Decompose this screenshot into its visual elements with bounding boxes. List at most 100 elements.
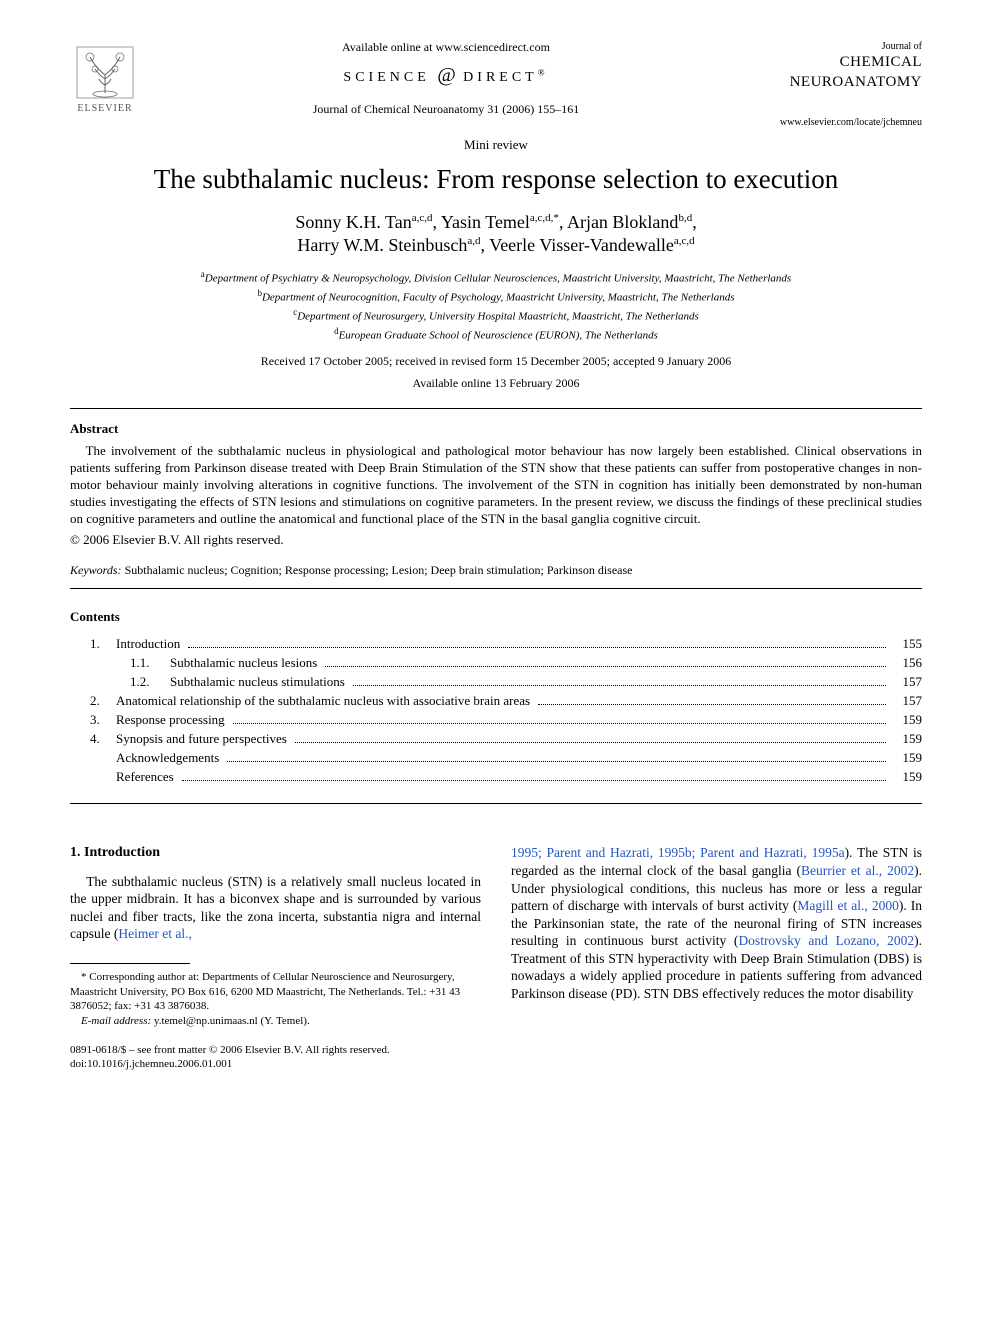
- toc-label: References: [116, 769, 178, 786]
- toc-number: 1.1.: [130, 655, 170, 672]
- toc-number: 4.: [90, 731, 116, 748]
- keywords-label: Keywords:: [70, 563, 122, 577]
- toc-page: 155: [890, 636, 922, 653]
- toc-row[interactable]: References 159: [90, 769, 922, 786]
- toc-leader-dots: [538, 704, 886, 705]
- article-title: The subthalamic nucleus: From response s…: [70, 162, 922, 197]
- locate-url: www.elsevier.com/locate/jchemneu: [752, 116, 922, 129]
- author-5: , Veerle Visser-Vandewalle: [481, 235, 674, 255]
- toc-number: 3.: [90, 712, 116, 729]
- abstract-body: The involvement of the subthalamic nucle…: [70, 443, 922, 527]
- toc-row[interactable]: 1.1.Subthalamic nucleus lesions 156: [90, 655, 922, 672]
- toc-page: 159: [890, 712, 922, 729]
- toc-label: Acknowledgements: [116, 750, 223, 767]
- affil-a: Department of Psychiatry & Neuropsycholo…: [205, 272, 791, 284]
- citation-link[interactable]: 1995; Parent and Hazrati, 1995b; Parent …: [511, 845, 845, 860]
- affiliations: aDepartment of Psychiatry & Neuropsychol…: [70, 268, 922, 345]
- toc-page: 159: [890, 769, 922, 786]
- toc-page: 159: [890, 750, 922, 767]
- intro-paragraph: The subthalamic nucleus (STN) is a relat…: [70, 873, 481, 943]
- citation-link[interactable]: Beurrier et al., 2002: [801, 863, 914, 878]
- divider: [70, 803, 922, 804]
- toc-page: 159: [890, 731, 922, 748]
- at-symbol-icon: @: [437, 64, 455, 86]
- journal-citation-line: Journal of Chemical Neuroanatomy 31 (200…: [140, 102, 752, 118]
- sciencedirect-logo: SCIENCE @ DIRECT®: [140, 62, 752, 88]
- toc-row[interactable]: 1.Introduction 155: [90, 636, 922, 653]
- toc-label: Subthalamic nucleus stimulations: [170, 674, 349, 691]
- footnote-divider: [70, 963, 190, 964]
- available-online-date: Available online 13 February 2006: [70, 376, 922, 392]
- contents-heading: Contents: [70, 609, 922, 626]
- toc-number: 1.: [90, 636, 116, 653]
- section-1-heading: 1. Introduction: [70, 844, 481, 862]
- toc-row[interactable]: 2.Anatomical relationship of the subthal…: [90, 693, 922, 710]
- corresponding-author-footnote: * Corresponding author at: Departments o…: [70, 970, 481, 1029]
- email-line: E-mail address: y.temel@np.unimaas.nl (Y…: [70, 1014, 481, 1029]
- copyright-line: © 2006 Elsevier B.V. All rights reserved…: [70, 532, 922, 549]
- keywords-text: Subthalamic nucleus; Cognition; Response…: [122, 563, 633, 577]
- right-column: 1995; Parent and Hazrati, 1995b; Parent …: [511, 844, 922, 1071]
- available-online-text: Available online at www.sciencedirect.co…: [140, 40, 752, 56]
- corr-author-text: * Corresponding author at: Departments o…: [70, 970, 481, 1015]
- article-dates: Received 17 October 2005; received in re…: [70, 354, 922, 370]
- publisher-name: ELSEVIER: [77, 102, 132, 115]
- toc-leader-dots: [188, 647, 886, 648]
- divider: [70, 408, 922, 409]
- journal-of-label: Journal of: [752, 40, 922, 53]
- authors-block: Sonny K.H. Tana,c,d, Yasin Temela,c,d,*,…: [70, 211, 922, 258]
- abstract-text: The involvement of the subthalamic nucle…: [70, 443, 922, 527]
- toc-leader-dots: [227, 761, 886, 762]
- toc-page: 156: [890, 655, 922, 672]
- citation-link[interactable]: Magill et al., 2000: [797, 898, 898, 913]
- toc-leader-dots: [182, 780, 886, 781]
- article-type: Mini review: [70, 137, 922, 154]
- keywords-block: Keywords: Subthalamic nucleus; Cognition…: [70, 563, 922, 579]
- author-3: , Arjan Blokland: [559, 212, 679, 232]
- toc-label: Subthalamic nucleus lesions: [170, 655, 321, 672]
- citation-link[interactable]: Dostrovsky and Lozano, 2002: [738, 933, 914, 948]
- page-header: ELSEVIER Available online at www.science…: [70, 40, 922, 129]
- email-label: E-mail address:: [81, 1015, 151, 1027]
- toc-row[interactable]: Acknowledgements 159: [90, 750, 922, 767]
- sd-left: SCIENCE: [343, 70, 429, 85]
- toc-row[interactable]: 1.2.Subthalamic nucleus stimulations 157: [90, 674, 922, 691]
- citation-link[interactable]: Heimer et al.,: [118, 926, 191, 941]
- article-body: 1. Introduction The subthalamic nucleus …: [70, 844, 922, 1071]
- toc-row[interactable]: 3.Response processing 159: [90, 712, 922, 729]
- issn-line: 0891-0618/$ – see front matter © 2006 El…: [70, 1043, 481, 1057]
- toc-page: 157: [890, 674, 922, 691]
- left-column: 1. Introduction The subthalamic nucleus …: [70, 844, 481, 1071]
- toc-label: Anatomical relationship of the subthalam…: [116, 693, 534, 710]
- toc-row[interactable]: 4.Synopsis and future perspectives 159: [90, 731, 922, 748]
- toc-number: 1.2.: [130, 674, 170, 691]
- center-header: Available online at www.sciencedirect.co…: [140, 40, 752, 117]
- divider: [70, 588, 922, 589]
- toc-leader-dots: [233, 723, 886, 724]
- table-of-contents: 1.Introduction 155 1.1.Subthalamic nucleus…: [70, 636, 922, 785]
- elsevier-logo: ELSEVIER: [70, 40, 140, 115]
- journal-brand: Journal of CHEMICAL NEUROANATOMY www.els…: [752, 40, 922, 129]
- elsevier-tree-icon: [75, 45, 135, 100]
- toc-label: Introduction: [116, 636, 184, 653]
- affil-c: Department of Neurosurgery, University H…: [297, 311, 699, 323]
- abstract-heading: Abstract: [70, 421, 922, 438]
- journal-title-1: CHEMICAL: [752, 53, 922, 73]
- journal-title-2: NEUROANATOMY: [752, 73, 922, 93]
- affil-d: European Graduate School of Neuroscience…: [339, 330, 658, 342]
- doi-line: doi:10.1016/j.jchemneu.2006.01.001: [70, 1057, 481, 1071]
- footer-metadata: 0891-0618/$ – see front matter © 2006 El…: [70, 1043, 481, 1072]
- author-2: , Yasin Temel: [433, 212, 530, 232]
- toc-label: Response processing: [116, 712, 229, 729]
- toc-leader-dots: [325, 666, 886, 667]
- email-address: y.temel@np.unimaas.nl (Y. Temel).: [151, 1015, 310, 1027]
- intro-paragraph-cont: 1995; Parent and Hazrati, 1995b; Parent …: [511, 844, 922, 1002]
- toc-leader-dots: [353, 685, 886, 686]
- sd-right: DIRECT: [463, 70, 538, 85]
- affil-b: Department of Neurocognition, Faculty of…: [262, 292, 735, 304]
- toc-label: Synopsis and future perspectives: [116, 731, 291, 748]
- author-1: Sonny K.H. Tan: [295, 212, 411, 232]
- toc-leader-dots: [295, 742, 886, 743]
- toc-number: 2.: [90, 693, 116, 710]
- toc-page: 157: [890, 693, 922, 710]
